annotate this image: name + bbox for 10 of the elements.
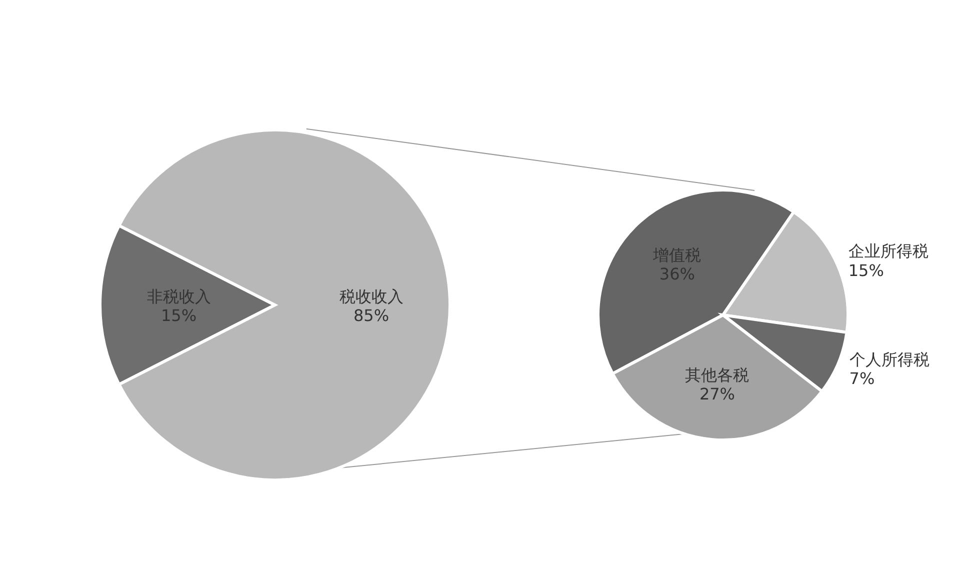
- data-label: 7%: [849, 369, 875, 388]
- slice-label: 个人所得税: [849, 350, 930, 369]
- data-label: 15%: [160, 306, 197, 325]
- slice-label: 非税收入: [146, 286, 211, 306]
- slice-label: 税收收入: [339, 286, 404, 306]
- slice-label: 其他各税: [685, 365, 750, 384]
- slice-label: 企业所得税: [848, 242, 928, 261]
- data-label: 27%: [699, 384, 735, 404]
- data-label: 85%: [353, 306, 390, 325]
- data-label: 15%: [848, 260, 884, 280]
